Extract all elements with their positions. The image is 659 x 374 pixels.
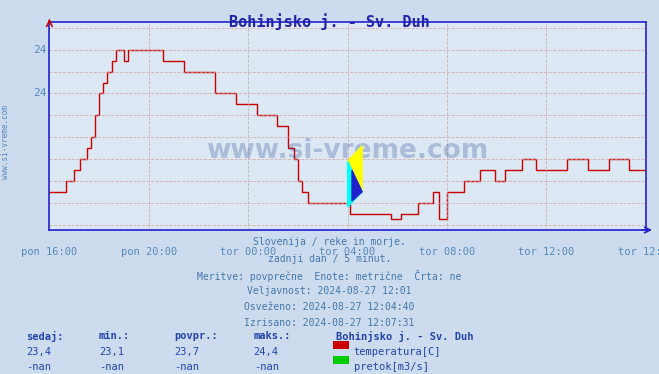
Text: Veljavnost: 2024-08-27 12:01: Veljavnost: 2024-08-27 12:01 [247,286,412,296]
Text: 23,7: 23,7 [175,347,200,357]
Text: Slovenija / reke in morje.: Slovenija / reke in morje. [253,237,406,248]
Text: 24: 24 [33,88,46,98]
Text: zadnji dan / 5 minut.: zadnji dan / 5 minut. [268,254,391,264]
Text: pon 16:00: pon 16:00 [21,246,78,257]
Text: Meritve: povprečne  Enote: metrične  Črta: ne: Meritve: povprečne Enote: metrične Črta:… [197,270,462,282]
Text: min.:: min.: [99,331,130,341]
Text: -nan: -nan [99,362,124,372]
Text: Bohinjsko j. - Sv. Duh: Bohinjsko j. - Sv. Duh [229,13,430,30]
Text: temperatura[C]: temperatura[C] [354,347,442,357]
Text: 23,1: 23,1 [99,347,124,357]
Text: maks.:: maks.: [254,331,291,341]
Text: Izrisano: 2024-08-27 12:07:31: Izrisano: 2024-08-27 12:07:31 [244,318,415,328]
Polygon shape [348,161,362,207]
Text: sedaj:: sedaj: [26,331,64,342]
Text: -nan: -nan [254,362,279,372]
Text: www.si-vreme.com: www.si-vreme.com [1,105,10,179]
Text: -nan: -nan [175,362,200,372]
Text: www.si-vreme.com: www.si-vreme.com [206,138,489,164]
Text: pretok[m3/s]: pretok[m3/s] [354,362,429,372]
Text: tor 12:00: tor 12:00 [518,246,575,257]
Text: pon 20:00: pon 20:00 [121,246,177,257]
Text: 24: 24 [33,45,46,55]
Text: tor 12:00: tor 12:00 [617,246,659,257]
Text: 23,4: 23,4 [26,347,51,357]
Text: -nan: -nan [26,362,51,372]
Text: tor 00:00: tor 00:00 [220,246,276,257]
Text: Bohinjsko j. - Sv. Duh: Bohinjsko j. - Sv. Duh [336,331,474,342]
Text: povpr.:: povpr.: [175,331,218,341]
Text: 24,4: 24,4 [254,347,279,357]
Polygon shape [352,171,362,201]
Polygon shape [348,146,362,192]
Text: Osveženo: 2024-08-27 12:04:40: Osveženo: 2024-08-27 12:04:40 [244,302,415,312]
Text: tor 08:00: tor 08:00 [419,246,475,257]
Text: tor 04:00: tor 04:00 [320,246,376,257]
